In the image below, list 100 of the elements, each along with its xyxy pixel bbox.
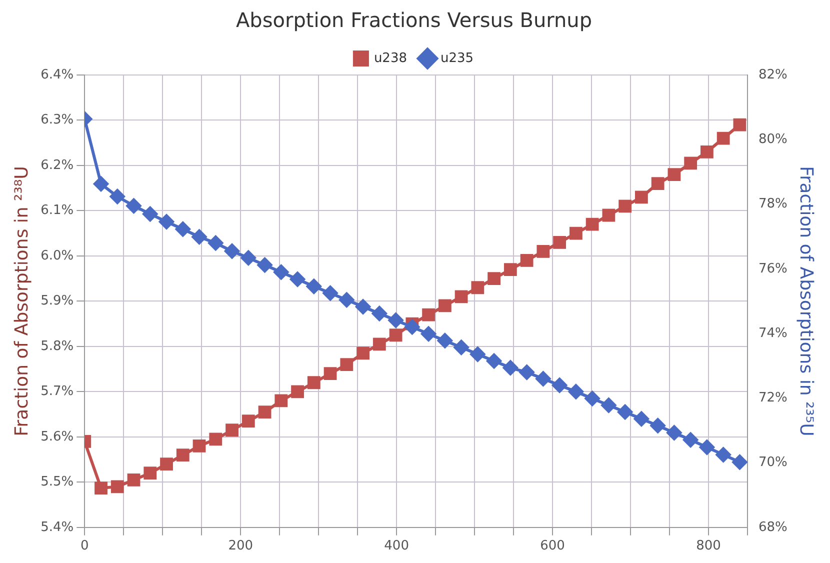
point bbox=[553, 236, 566, 249]
point bbox=[258, 406, 272, 418]
point bbox=[650, 418, 666, 434]
y2-tick-label: 80% bbox=[758, 132, 788, 148]
point bbox=[240, 250, 256, 266]
point bbox=[322, 286, 338, 301]
point bbox=[437, 333, 452, 348]
point bbox=[486, 353, 502, 368]
y2-tick-label: 78% bbox=[758, 196, 788, 212]
point bbox=[651, 177, 664, 190]
point bbox=[454, 290, 468, 304]
point bbox=[110, 189, 125, 204]
point bbox=[372, 338, 386, 351]
legend-label: u235 bbox=[440, 50, 474, 66]
point bbox=[192, 440, 206, 452]
point bbox=[307, 376, 320, 390]
y2-tick-label: 76% bbox=[758, 261, 788, 276]
point bbox=[618, 200, 632, 213]
point bbox=[666, 425, 682, 440]
y-tick-label: 6.4% bbox=[40, 67, 74, 82]
point bbox=[388, 312, 404, 328]
x-tick-label: 800 bbox=[696, 538, 721, 554]
point bbox=[290, 272, 306, 287]
legend-label: u238 bbox=[374, 50, 408, 66]
point bbox=[519, 364, 534, 380]
point bbox=[404, 320, 420, 335]
point bbox=[339, 292, 354, 308]
point bbox=[175, 222, 190, 237]
point bbox=[110, 480, 124, 494]
chart-title: Absorption Fractions Versus Burnup bbox=[236, 8, 592, 32]
point bbox=[520, 254, 534, 267]
point bbox=[454, 340, 469, 355]
point bbox=[274, 264, 289, 280]
point bbox=[324, 367, 337, 380]
point bbox=[602, 208, 616, 222]
point bbox=[176, 448, 190, 462]
y2-axis-title: Fraction of Absorptions in ²³⁵U bbox=[796, 166, 817, 436]
y-tick-label: 5.6% bbox=[40, 429, 74, 444]
point bbox=[536, 244, 550, 258]
y-tick-label: 6.0% bbox=[40, 248, 74, 264]
point bbox=[389, 328, 402, 342]
y-tick-label: 5.7% bbox=[40, 384, 74, 400]
point bbox=[192, 229, 207, 244]
y-tick-label: 6.1% bbox=[40, 203, 74, 218]
point bbox=[160, 458, 173, 471]
point bbox=[127, 473, 140, 486]
point bbox=[471, 281, 484, 294]
y-tick-label: 5.9% bbox=[40, 294, 74, 309]
y2-tick-label: 82% bbox=[758, 67, 788, 82]
x-tick-label: 0 bbox=[80, 538, 89, 554]
point bbox=[700, 145, 714, 158]
point bbox=[586, 218, 599, 231]
point bbox=[356, 299, 371, 314]
point bbox=[306, 278, 322, 294]
point bbox=[356, 346, 370, 360]
y2-tick-label: 68% bbox=[758, 520, 788, 535]
point bbox=[421, 326, 436, 342]
point bbox=[144, 466, 157, 480]
point bbox=[291, 385, 304, 398]
y-tick-label: 5.8% bbox=[40, 338, 74, 354]
point bbox=[504, 263, 517, 276]
point bbox=[94, 176, 109, 192]
point bbox=[502, 360, 518, 376]
y-tick-label: 6.3% bbox=[40, 112, 74, 128]
point bbox=[372, 306, 387, 321]
point bbox=[224, 244, 240, 259]
point bbox=[584, 390, 600, 406]
point bbox=[716, 447, 731, 462]
y2-tick-label: 74% bbox=[758, 326, 788, 341]
point bbox=[569, 226, 582, 240]
y-tick-label: 5.5% bbox=[40, 474, 74, 490]
x-tick-label: 200 bbox=[228, 538, 254, 554]
point bbox=[536, 371, 551, 386]
point bbox=[208, 236, 224, 251]
x-tick-label: 600 bbox=[540, 538, 565, 554]
point bbox=[226, 424, 238, 437]
point bbox=[142, 206, 158, 222]
point bbox=[634, 190, 648, 204]
y-axis-title: Fraction of Absorptions in ²³⁸U bbox=[11, 166, 32, 436]
point bbox=[668, 168, 681, 181]
point bbox=[242, 414, 255, 428]
point bbox=[601, 398, 616, 413]
point bbox=[634, 411, 649, 426]
point bbox=[618, 404, 633, 420]
point bbox=[209, 432, 222, 446]
point bbox=[552, 378, 568, 393]
point bbox=[340, 358, 354, 371]
point bbox=[488, 272, 500, 286]
point bbox=[733, 118, 746, 132]
point bbox=[568, 384, 584, 400]
point bbox=[257, 258, 272, 273]
point bbox=[159, 214, 174, 230]
x-tick-label: 400 bbox=[384, 538, 409, 554]
point bbox=[274, 394, 288, 408]
y2-tick-label: 72% bbox=[758, 390, 788, 406]
point bbox=[732, 454, 748, 470]
point bbox=[94, 482, 108, 494]
point bbox=[699, 440, 714, 455]
point bbox=[470, 346, 486, 362]
point bbox=[438, 299, 452, 312]
